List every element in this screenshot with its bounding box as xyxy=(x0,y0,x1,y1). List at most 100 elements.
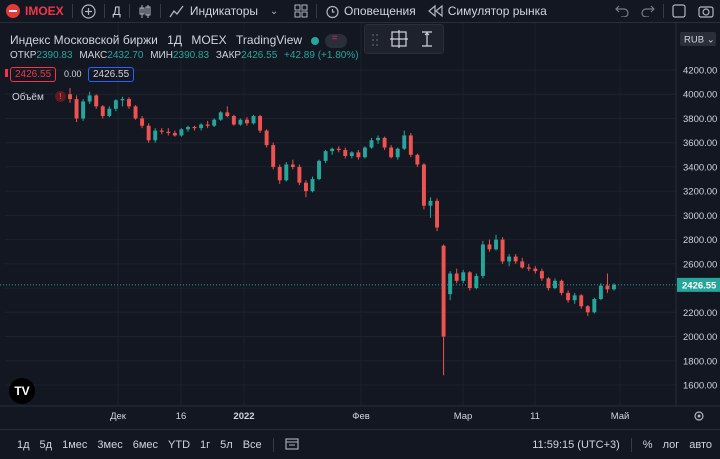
high-label: МАКС xyxy=(79,50,108,61)
candle xyxy=(526,263,531,272)
candle xyxy=(231,114,236,126)
grid-lines xyxy=(5,23,676,406)
top-toolbar: IMOEX Д Индикаторы ⌄ xyxy=(0,0,720,23)
divider xyxy=(630,437,632,452)
divider xyxy=(159,4,161,18)
candle xyxy=(225,106,230,118)
redo-button[interactable] xyxy=(635,0,661,23)
candle xyxy=(172,130,177,137)
range-button[interactable]: 1мес xyxy=(62,438,88,451)
divider xyxy=(272,437,274,452)
fullscreen-button[interactable] xyxy=(666,0,692,23)
high-value: 2432.70 xyxy=(107,50,144,61)
price-range-icon[interactable] xyxy=(422,31,432,47)
last-price-label: 2426.55 xyxy=(682,280,717,291)
y-tick-label: 3400.00 xyxy=(683,162,717,173)
candle xyxy=(186,125,190,132)
candle xyxy=(120,96,125,107)
floating-drawing-toolbar xyxy=(364,24,444,54)
indicators-icon xyxy=(169,5,184,17)
candle xyxy=(87,91,92,104)
candle xyxy=(382,136,387,150)
candle xyxy=(264,129,269,148)
percent-scale-button[interactable]: % xyxy=(642,438,653,451)
legend-exchange: MOEX xyxy=(191,33,227,47)
candle xyxy=(435,198,440,232)
y-tick-label: 2200.00 xyxy=(683,308,717,319)
candles xyxy=(68,88,616,376)
drag-handle-icon[interactable] xyxy=(372,34,378,46)
open-label: ОТКР xyxy=(10,50,37,61)
replay-label: Симулятор рынка xyxy=(447,4,547,18)
range-button[interactable]: 3мес xyxy=(97,438,123,451)
calendar-range-icon xyxy=(285,437,299,450)
candle xyxy=(513,254,518,264)
x-tick-label: Фев xyxy=(352,411,370,422)
divider xyxy=(663,4,664,18)
timezone-button[interactable]: 11:59:15 (UTC+3) xyxy=(532,438,620,451)
buy-button[interactable]: 2426.55 xyxy=(88,67,135,82)
candle xyxy=(159,128,164,135)
interval-label: Д xyxy=(112,4,121,18)
y-tick-label: 3600.00 xyxy=(683,138,717,149)
candle xyxy=(140,116,145,129)
range-button[interactable]: YTD xyxy=(168,438,191,451)
candle xyxy=(290,159,295,170)
volume-label[interactable]: Объём xyxy=(12,92,44,103)
data-status-icon[interactable] xyxy=(324,33,347,48)
candle xyxy=(461,269,466,284)
candle xyxy=(395,147,400,160)
candle xyxy=(127,97,131,109)
currency-selector[interactable]: RUB ⌄ xyxy=(680,32,716,46)
range-button[interactable]: 6мес xyxy=(132,438,159,451)
symbol-search[interactable]: IMOEX xyxy=(0,0,70,23)
gear-icon[interactable] xyxy=(694,411,704,421)
candle xyxy=(402,130,407,150)
replay-button[interactable]: Симулятор рынка xyxy=(422,0,553,23)
compare-symbol-button[interactable] xyxy=(75,0,102,23)
indicators-label: Индикаторы xyxy=(189,4,259,18)
tradingview-logo-icon[interactable]: TV xyxy=(9,378,35,404)
screenshot-button[interactable] xyxy=(692,0,720,23)
time-axis[interactable]: Дек 16 2022 Фев Мар 11 Май xyxy=(0,405,720,422)
layouts-button[interactable] xyxy=(288,0,314,23)
candle xyxy=(579,294,584,309)
price-axis[interactable]: 1600.001800.002000.002200.002400.002600.… xyxy=(675,23,720,406)
undo-button[interactable] xyxy=(609,0,635,23)
divider xyxy=(128,4,130,18)
goto-date-button[interactable] xyxy=(280,437,304,453)
candle xyxy=(343,147,348,159)
currency-label: RUB ⌄ xyxy=(684,35,715,46)
candle xyxy=(559,279,564,296)
candle xyxy=(566,290,571,303)
range-buttons: 1д 5д 1мес 3мес 6мес YTD 1г 5л Все xyxy=(0,439,267,451)
candle xyxy=(238,118,243,126)
sell-button[interactable]: 2426.55 xyxy=(10,67,57,82)
crosshair-square-icon[interactable] xyxy=(390,30,408,48)
candle xyxy=(107,106,112,118)
floating-toolbar-icons xyxy=(372,30,432,48)
range-button[interactable]: Все xyxy=(242,438,262,451)
candle xyxy=(389,145,394,159)
range-button[interactable]: 1д xyxy=(17,438,30,451)
alerts-button[interactable]: Оповещения xyxy=(319,0,422,23)
chart-type-button[interactable] xyxy=(132,0,158,23)
indicators-button[interactable]: Индикаторы ⌄ xyxy=(163,0,288,23)
candles-icon xyxy=(139,4,151,18)
range-button[interactable]: 5л xyxy=(220,438,233,451)
candle xyxy=(415,153,420,167)
log-scale-button[interactable]: лог xyxy=(662,438,680,451)
symbol-legend[interactable]: Индекс Московской биржи 1Д MOEX TradingV… xyxy=(10,33,347,48)
market-status-icon[interactable] xyxy=(311,36,320,45)
candle xyxy=(192,125,197,131)
candle xyxy=(199,123,204,131)
exclamation-icon[interactable]: ! xyxy=(55,91,66,102)
interval-button[interactable]: Д xyxy=(107,0,127,23)
range-button[interactable]: 5д xyxy=(39,438,53,451)
range-button[interactable]: 1г xyxy=(200,438,211,451)
auto-scale-button[interactable]: авто xyxy=(689,438,712,451)
chart-pane[interactable]: 1600.001800.002000.002200.002400.002600.… xyxy=(0,23,720,429)
candle xyxy=(428,197,433,218)
candle xyxy=(480,240,485,279)
price-chart[interactable]: 1600.001800.002000.002200.002400.002600.… xyxy=(0,23,720,429)
